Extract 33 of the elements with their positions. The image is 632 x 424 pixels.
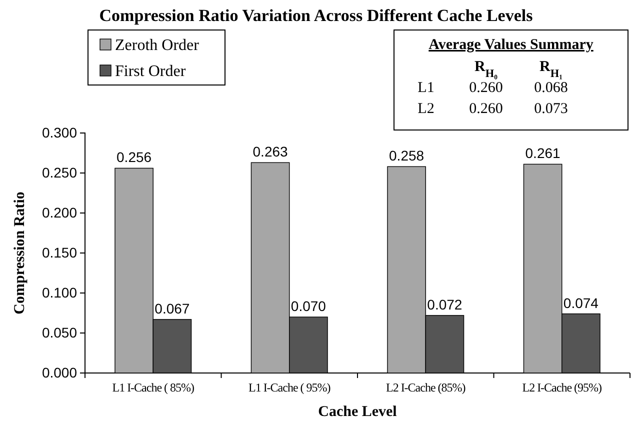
y-tick-label: 0.050 <box>42 324 78 340</box>
y-axis-title: Compression Ratio <box>12 192 28 314</box>
x-tick-label: L1 I-Cache ( 95%) <box>248 380 331 395</box>
y-tick-label: 0.100 <box>42 284 78 300</box>
data-label: 0.074 <box>563 294 599 311</box>
text: 0.260 <box>469 80 503 96</box>
text: 0.073 <box>534 101 568 117</box>
data-label: 0.263 <box>252 144 288 160</box>
legend-label: Zeroth Order <box>115 37 200 54</box>
text: 0.260 <box>469 101 503 117</box>
text: L2 <box>418 101 434 117</box>
x-tick-label: L1 I-Cache ( 85%) <box>112 380 195 395</box>
text: Average Values Summary <box>428 37 594 53</box>
data-label: 0.256 <box>116 149 152 166</box>
y-tick-label: 0.000 <box>42 364 78 380</box>
y-tick-label: 0.200 <box>42 204 78 220</box>
x-tick-label: L2 I-Cache (95%) <box>522 380 602 395</box>
chart-title: Compression Ratio Variation Across Different Cache Levels <box>99 6 534 25</box>
data-label: 0.070 <box>290 298 326 314</box>
text: R$_{H₀}$ <box>474 59 498 80</box>
data-label: 0.067 <box>154 300 190 316</box>
text: L1 <box>418 80 434 96</box>
x-axis-title: Cache Level <box>318 404 397 420</box>
y-tick-label: 0.250 <box>42 164 78 180</box>
x-tick-label: L2 I-Cache (85%) <box>386 380 466 395</box>
y-tick-label: 0.150 <box>42 244 78 260</box>
data-label: 0.258 <box>389 148 424 164</box>
y-tick-label: 0.300 <box>42 124 78 140</box>
data-label: 0.261 <box>525 145 561 162</box>
text: R$_{H₁}$ <box>540 59 562 80</box>
text: 0.068 <box>534 80 568 96</box>
legend-label: First Order <box>115 63 186 80</box>
data-label: 0.072 <box>427 296 462 312</box>
